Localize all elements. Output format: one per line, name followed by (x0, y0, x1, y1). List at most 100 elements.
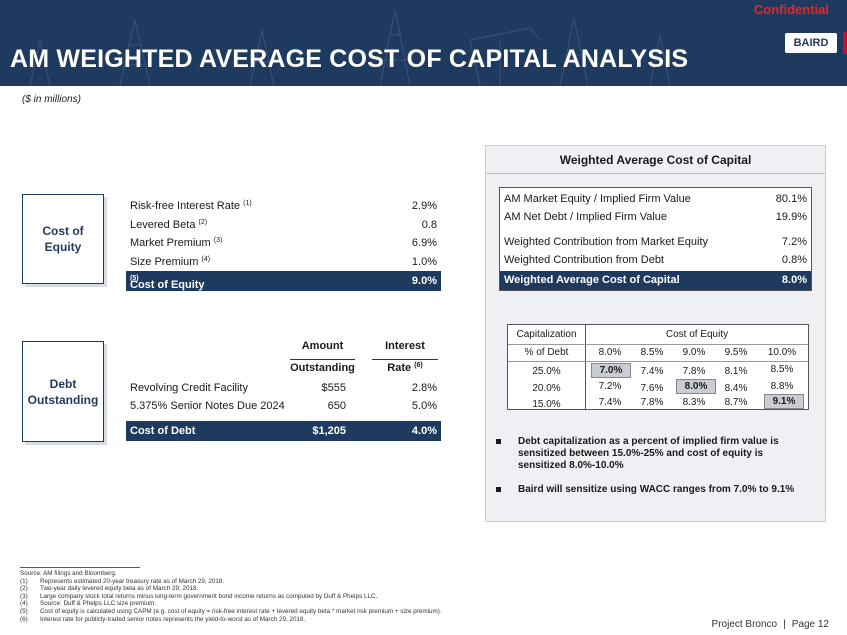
footnote-ref: (2) (198, 219, 208, 226)
row-label: Levered Beta (130, 219, 196, 231)
row-label: Size Premium (130, 256, 199, 268)
wacc-heading: Weighted Average Cost of Capital (486, 146, 825, 174)
debt-col-amount-header: Amount Outstanding (290, 340, 355, 374)
footnote-text: Source: Duff & Phelps LLC size premium. (40, 600, 157, 608)
footnote: (5) Cost of equity is calculated using CA… (20, 608, 580, 616)
footnote-ref: (4) (201, 256, 211, 263)
cell: 8.4% (724, 383, 748, 394)
cell: 7.8% (640, 397, 664, 408)
coe-row-risk-free: Risk-free Interest Rate (1) 2.9% (130, 200, 437, 214)
total-label: Weighted Average Cost of Capital (504, 274, 680, 286)
bullet-text: Debt capitalization as a percent of impl… (518, 436, 779, 471)
row-value: 0.8% (781, 254, 807, 266)
bullet-square-icon (496, 487, 501, 492)
row-label: Revolving Credit Facility (130, 382, 248, 394)
row-label: Risk-free Interest Rate (130, 200, 241, 212)
footnote-ref: (3) (213, 237, 223, 244)
footnote: (3) Large company stock total returns min… (20, 593, 580, 601)
header-line: Rate (6) (372, 359, 438, 374)
footnote-number: (5) (20, 607, 28, 615)
debt-row-senior-notes: 5.375% Senior Notes Due 2024 650 5.0% (130, 400, 437, 414)
cost-of-equity-label: Cost of Equity (42, 224, 84, 254)
footnote-rule (20, 567, 140, 568)
total-label: Cost of Debt (130, 425, 196, 437)
footnotes: Source: AM filings and Bloomberg. (1) Rep… (20, 567, 580, 623)
cell: 7.4% (640, 366, 664, 377)
cell-highlighted: 7.0% (591, 363, 631, 378)
units-note: ($ in millions) (22, 94, 81, 105)
bullet-item: Debt capitalization as a percent of impl… (496, 436, 814, 472)
footnote-number: (2) (20, 585, 28, 593)
footnote: (4) Source: Duff & Phelps LLC size premiu… (20, 600, 580, 608)
column-header: 8.0% (598, 347, 622, 358)
footnote-text: Interest rate for publicly-traded senior… (40, 615, 306, 623)
footnote-number: (3) (20, 592, 28, 600)
row-label: 5.375% Senior Notes Due 2024 (130, 400, 285, 412)
bullet-item: Baird will sensitize using WACC ranges f… (496, 484, 814, 496)
column-header: 10.0% (767, 347, 797, 358)
row-label: AM Market Equity / Implied Firm Value (504, 193, 691, 205)
footnote: (2) Two-year daily levered equity beta as… (20, 585, 580, 593)
row-value: 1.0% (411, 256, 437, 268)
cell: 8.1% (724, 366, 748, 377)
page-title: AM WEIGHTED AVERAGE COST OF CAPITAL ANAL… (10, 45, 689, 73)
wacc-total-row: Weighted Average Cost of Capital 8.0% (500, 271, 811, 290)
footnote-number: (1) (20, 577, 28, 585)
footnote-ref: (6) (414, 362, 423, 369)
row-label: 20.0% (532, 383, 561, 394)
coe-row-market-premium: Market Premium (3) 6.9% (130, 237, 437, 251)
total-label: Cost of Equity (130, 279, 205, 291)
footnote: (1) Represents estimated 20-year treasury… (20, 578, 580, 586)
header-text: Rate (387, 362, 412, 374)
page-footer: Project Bronco | Page 12 (712, 619, 829, 630)
footnote: (6) Interest rate for publicly-traded sen… (20, 616, 580, 624)
footnote-ref: (5) (130, 275, 139, 282)
total-value: 8.0% (781, 274, 807, 286)
row-amount: $555 (321, 382, 346, 394)
row-header: Capitalization (516, 329, 577, 340)
source-note: Source: AM filings and Bloomberg. (20, 570, 117, 577)
row-value: 2.9% (411, 200, 437, 212)
footnote-number: (6) (20, 615, 28, 623)
cell: 8.3% (682, 397, 706, 408)
footnote-text: Two-year daily levered equity beta as of… (40, 585, 199, 593)
row-amount: 650 (327, 400, 346, 412)
debt-row-revolver: Revolving Credit Facility $555 2.8% (130, 382, 437, 396)
wacc-sensitivity-table: Capitalization % of Debt Cost of Equity … (507, 324, 809, 410)
project-name: Project Bronco (711, 619, 778, 630)
row-label: Weighted Contribution from Market Equity (504, 236, 708, 248)
cost-of-debt-total: Cost of Debt $1,205 4.0% (126, 421, 441, 441)
row-header: % of Debt (524, 347, 569, 358)
row-value: 0.8 (421, 219, 437, 231)
row-value: 80.1% (775, 193, 807, 205)
baird-logo: BAIRD (785, 33, 837, 53)
cell: 8.5% (770, 364, 794, 375)
debt-outstanding-label: Debt Outstanding (27, 376, 99, 407)
row-label: 15.0% (532, 399, 561, 410)
cell: 8.8% (770, 381, 794, 392)
footnote-number: (4) (20, 600, 28, 608)
row-label: Market Premium (130, 237, 211, 249)
header-line: Outstanding (290, 359, 355, 374)
table-divider (585, 325, 586, 409)
row-value: 7.2% (781, 236, 807, 248)
header-line: Interest (385, 340, 425, 352)
cost-of-equity-label-box: Cost of Equity (22, 194, 104, 284)
cell-highlighted: 8.0% (676, 379, 716, 394)
cell: 7.4% (598, 397, 622, 408)
bullet-square-icon (496, 439, 501, 444)
cost-of-equity-total: Cost of Equity (5) 9.0% (126, 271, 441, 291)
logo-accent-strip (843, 32, 847, 54)
row-label: Weighted Contribution from Debt (504, 254, 664, 266)
coe-row-size-premium: Size Premium (4) 1.0% (130, 256, 437, 270)
debt-col-rate-header: Interest Rate (6) (372, 340, 438, 374)
page-number: Page 12 (791, 619, 829, 630)
cell: 8.7% (724, 397, 748, 408)
commentary-bullets: Debt capitalization as a percent of impl… (496, 436, 814, 508)
cell: 7.2% (598, 381, 622, 392)
column-header: 8.5% (640, 347, 664, 358)
row-value: 6.9% (411, 237, 437, 249)
cell: 7.8% (682, 366, 706, 377)
column-group-header: Cost of Equity (665, 329, 729, 340)
bullet-text: Baird will sensitize using WACC ranges f… (518, 484, 795, 495)
